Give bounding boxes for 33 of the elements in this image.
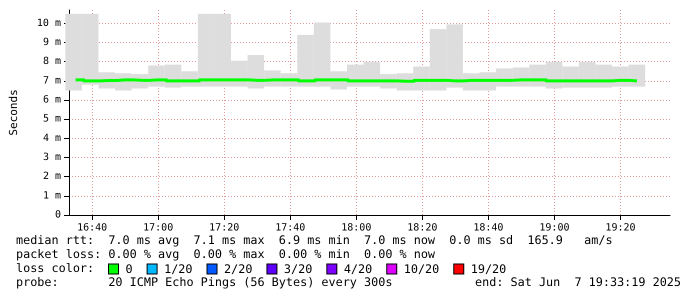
x-tick-label: 17:20 bbox=[209, 222, 240, 234]
legend-label: 4/20 bbox=[344, 262, 372, 276]
y-tick-label: 6 m bbox=[42, 94, 61, 106]
text: median rtt: 7.0 ms avg 7.1 ms max 6.9 ms min 7.0 ms now 0.0 ms sd 165.9 am/s bbox=[16, 233, 613, 247]
y-tick-label: 5 m bbox=[42, 114, 61, 125]
y-tick-label: 10 m bbox=[36, 18, 61, 29]
x-tick-label: 19:00 bbox=[539, 222, 570, 234]
x-tick-label: 16:40 bbox=[77, 222, 108, 234]
text: packet loss: 0.00 % avg 0.00 % max 0.00 % min 0.00 % now bbox=[16, 247, 436, 261]
x-tick-label: 18:20 bbox=[407, 222, 438, 234]
y-tick-label: 9 m bbox=[42, 37, 61, 48]
legend-label: 1/20 bbox=[164, 262, 193, 276]
x-tick-label: 19:20 bbox=[605, 222, 636, 234]
x-tick-label: 17:00 bbox=[143, 222, 174, 234]
text: loss color: bbox=[16, 261, 94, 275]
y-tick-label: 8 m bbox=[42, 56, 61, 68]
y-tick-label: 0 bbox=[54, 210, 61, 220]
legend-label: 0 bbox=[126, 262, 133, 276]
legend-label: 10/20 bbox=[404, 262, 440, 276]
x-tick-label: 17:40 bbox=[275, 222, 306, 234]
x-tick-label: 18:40 bbox=[473, 222, 504, 234]
y-axis-title: Seconds bbox=[7, 89, 20, 136]
legend-label: 2/20 bbox=[224, 262, 252, 276]
legend-label: 19/20 bbox=[470, 262, 506, 276]
y-tick-label: 1 m bbox=[42, 190, 61, 202]
y-tick-label: 4 m bbox=[42, 132, 61, 144]
y-tick-label: 3 m bbox=[42, 152, 61, 164]
text: end: Sat Jun 7 19:33:19 2025 bbox=[475, 275, 681, 289]
text: probe: 20 ICMP Echo Pings (56 Bytes) every 300s bbox=[16, 275, 392, 289]
x-tick-label: 18:00 bbox=[341, 222, 372, 234]
y-tick-label: 2 m bbox=[42, 171, 61, 182]
legend-label: 3/20 bbox=[284, 262, 312, 276]
y-tick-label: 7 m bbox=[42, 75, 61, 86]
